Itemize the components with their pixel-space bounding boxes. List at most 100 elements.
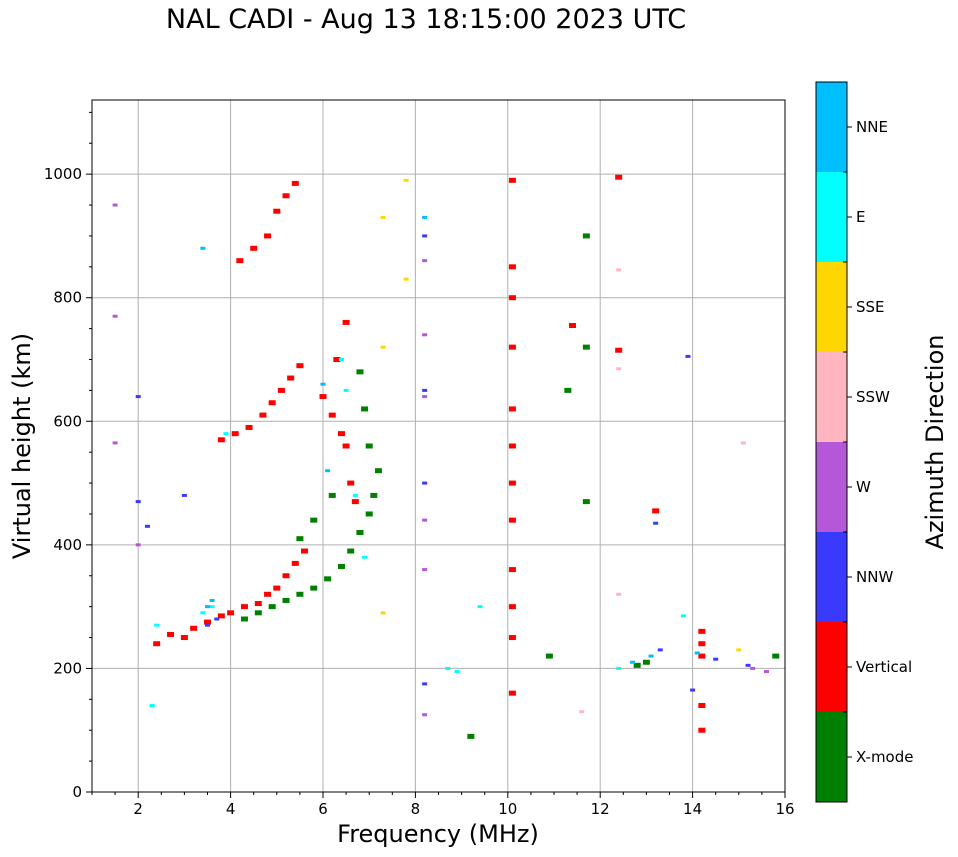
data-point-e (154, 623, 160, 627)
data-point-nne (694, 651, 700, 655)
data-point-vertical (615, 174, 623, 180)
data-point-w (422, 568, 428, 572)
data-point-nnw (713, 657, 719, 661)
data-point-x-mode (365, 443, 373, 449)
axis-ticks: 2 4 6 8 10 12 14 16 0 200 400 600 800 1000 (44, 111, 795, 818)
data-point-vertical (227, 610, 235, 616)
x-tick-label: 8 (411, 800, 421, 818)
data-point-e (362, 555, 368, 559)
data-point-nne (205, 605, 210, 609)
data-point-x-mode (268, 604, 276, 610)
data-point-x-mode (633, 662, 641, 668)
data-point-e (200, 611, 206, 615)
colorbar-segment (816, 262, 847, 352)
data-point-vertical (268, 400, 276, 406)
data-point-x-mode (365, 511, 373, 517)
data-point-vertical (277, 387, 285, 393)
data-point-vertical (190, 625, 198, 631)
data-point-x-mode (282, 597, 290, 603)
data-point-x-mode (582, 499, 590, 505)
data-point-vertical (698, 703, 706, 708)
data-point-sse (403, 277, 409, 281)
data-point-x-mode (296, 536, 304, 542)
data-point-vertical (254, 601, 262, 607)
data-point-sse (380, 215, 386, 219)
data-point-nnw (422, 682, 428, 686)
data-point-w (750, 666, 756, 670)
data-point-w (422, 259, 428, 263)
data-point-e (223, 432, 229, 436)
data-point-vertical (508, 480, 516, 486)
data-point-vertical (231, 431, 239, 437)
colorbar-segment (816, 172, 847, 262)
data-point-vertical (568, 323, 576, 329)
data-point-vertical (508, 264, 516, 270)
data-point-vertical (698, 653, 706, 659)
data-point-nnw (135, 500, 141, 504)
data-point-vertical (508, 567, 516, 573)
data-point-sse (403, 178, 409, 182)
y-tick-label: 600 (53, 412, 82, 430)
data-point-vertical (153, 641, 161, 647)
data-point-nnw (422, 234, 428, 238)
data-point-nnw (690, 688, 696, 692)
data-point-x-mode (361, 406, 369, 412)
data-point-vertical (351, 499, 359, 505)
data-point-vertical (508, 443, 516, 449)
data-point-nnw (214, 617, 220, 621)
colorbar-segment (816, 352, 847, 442)
data-point-x-mode (347, 548, 355, 554)
data-points (112, 174, 780, 739)
plot-frame (91, 99, 786, 793)
data-point-vertical (167, 631, 175, 637)
data-point-e (477, 605, 483, 609)
data-point-nnw (181, 493, 187, 497)
colorbar-tick-label: SSE (856, 298, 885, 316)
data-point-x-mode (642, 659, 650, 665)
colorbar-tick-label: NNW (856, 568, 893, 586)
data-point-vertical (347, 480, 355, 486)
x-tick-label: 6 (318, 800, 328, 818)
colorbar-tick-label: W (856, 478, 871, 496)
data-point-vertical (259, 412, 267, 418)
colorbar-tick-label: SSW (856, 388, 890, 406)
data-point-vertical (273, 585, 281, 591)
data-point-vertical (333, 357, 341, 362)
data-point-nnw (657, 648, 663, 652)
data-point-x-mode (467, 733, 475, 739)
colorbar-segment (816, 622, 847, 712)
data-point-nnw (144, 524, 150, 528)
data-point-x-mode (240, 616, 248, 622)
data-point-vertical (508, 635, 516, 641)
data-point-nne (209, 598, 215, 602)
data-point-vertical (508, 344, 516, 350)
data-point-vertical (508, 517, 516, 523)
data-point-nne (200, 246, 206, 250)
data-point-w (764, 670, 770, 674)
data-point-w (135, 543, 141, 547)
colorbar-tick-label: E (856, 208, 865, 226)
data-point-vertical (282, 573, 290, 579)
data-point-w (422, 333, 428, 337)
data-point-w (422, 518, 428, 522)
data-point-ssw (616, 592, 622, 596)
data-point-sse (380, 611, 386, 615)
data-point-vertical (508, 406, 516, 412)
data-point-vertical (217, 437, 225, 443)
data-point-vertical (508, 690, 516, 696)
data-point-e (343, 388, 349, 392)
y-tick-label: 800 (53, 289, 82, 307)
data-point-nnw (135, 395, 141, 399)
data-point-vertical (250, 245, 258, 251)
data-point-vertical (508, 295, 516, 301)
data-point-vertical (204, 619, 211, 625)
data-point-e (445, 666, 451, 670)
data-point-w (422, 713, 428, 717)
data-point-x-mode (254, 610, 262, 616)
data-point-nnw (422, 388, 428, 392)
data-point-vertical (698, 727, 706, 733)
colorbar: X-mode Vertical NNW W SSW SSE E NNE (815, 81, 913, 803)
data-point-vertical (337, 431, 345, 437)
data-point-vertical (291, 560, 299, 566)
